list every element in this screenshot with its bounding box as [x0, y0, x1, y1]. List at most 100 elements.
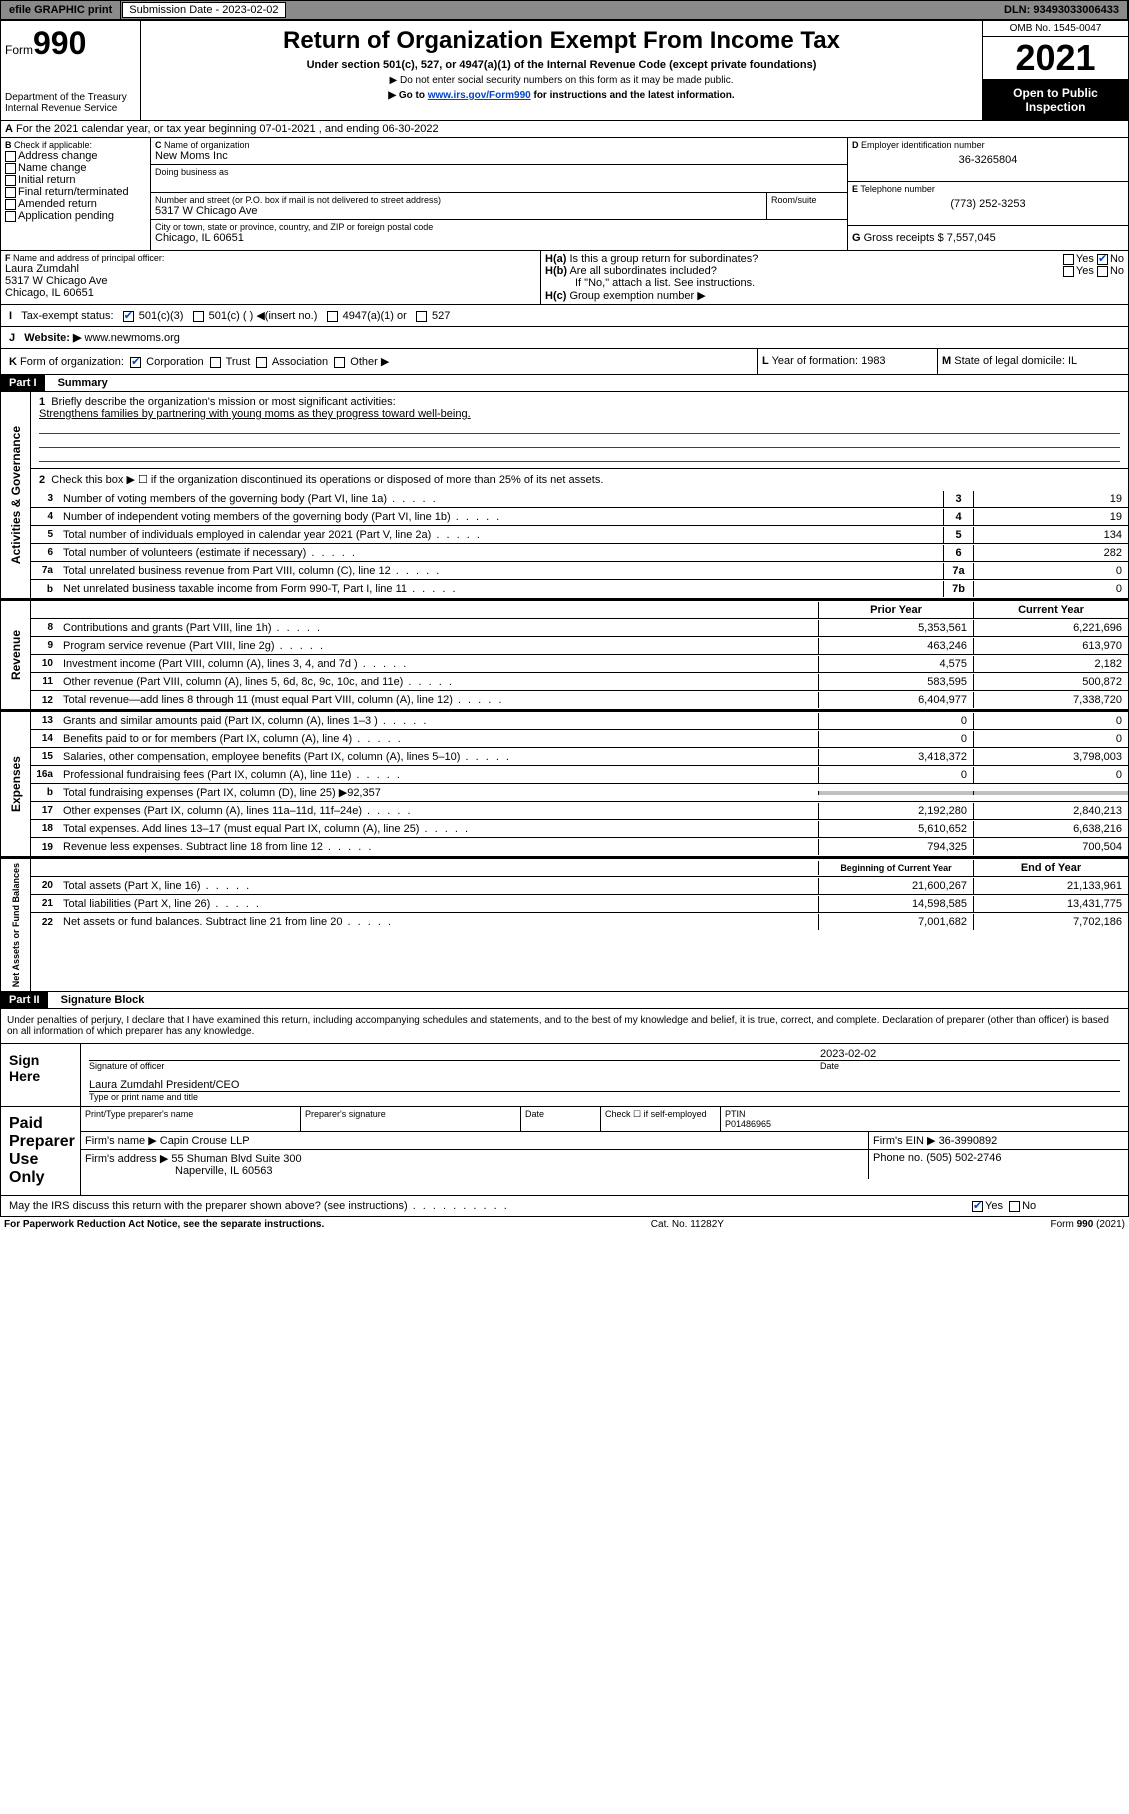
discuss-yes[interactable]	[972, 1201, 983, 1212]
net-assets-section: Net Assets or Fund Balances Beginning of…	[0, 857, 1129, 992]
part2-header: Part II Signature Block	[0, 992, 1129, 1009]
form-subtitle: Under section 501(c), 527, or 4947(a)(1)…	[147, 59, 976, 71]
opt-app-pending[interactable]: Application pending	[5, 210, 146, 222]
city-label: City or town, state or province, country…	[155, 222, 843, 232]
prep-name-label: Print/Type preparer's name	[81, 1107, 301, 1131]
governance-label: Activities & Governance	[7, 422, 25, 568]
form-note-2: ▶ Go to www.irs.gov/Form990 for instruct…	[147, 90, 976, 101]
form-title: Return of Organization Exempt From Incom…	[147, 27, 976, 55]
net-line-22: 22 Net assets or fund balances. Subtract…	[31, 913, 1128, 931]
addr-label: Number and street (or P.O. box if mail i…	[155, 195, 762, 205]
opt-address-change[interactable]: Address change	[5, 150, 146, 162]
footer-center: Cat. No. 11282Y	[651, 1219, 724, 1230]
tax-year: 2021	[983, 37, 1128, 80]
group-exemption-label: Group exemption number ▶	[569, 290, 705, 302]
mission-text: Strengthens families by partnering with …	[39, 408, 1120, 420]
officer-label: Name and address of principal officer:	[13, 253, 164, 263]
opt-initial-return[interactable]: Initial return	[5, 174, 146, 186]
phone-label: Telephone number	[860, 184, 935, 194]
sig-name-label: Type or print name and title	[89, 1091, 1120, 1102]
form-org-row: K Form of organization: Corporation Trus…	[0, 349, 1129, 375]
year-formed-label: Year of formation:	[772, 355, 858, 367]
prep-phone: (505) 502-2746	[926, 1152, 1001, 1164]
ein-label: Employer identification number	[861, 140, 985, 150]
exp-line-15: 15 Salaries, other compensation, employe…	[31, 748, 1128, 766]
tax-period: For the 2021 calendar year, or tax year …	[16, 123, 439, 135]
check-applicable-label: Check if applicable:	[14, 140, 92, 150]
firm-addr2: Naperville, IL 60563	[85, 1165, 272, 1177]
opt-name-change[interactable]: Name change	[5, 162, 146, 174]
hb-no[interactable]	[1097, 266, 1108, 277]
officer-name: Laura Zumdahl	[5, 263, 536, 275]
part2-title: Signature Block	[51, 994, 145, 1006]
paid-preparer-label: Paid Preparer Use Only	[1, 1107, 81, 1195]
declaration: Under penalties of perjury, I declare th…	[0, 1009, 1129, 1044]
dept-treasury: Department of the Treasury	[5, 92, 136, 103]
room-label: Room/suite	[771, 195, 843, 205]
ha-no[interactable]	[1097, 254, 1108, 265]
opt-amended[interactable]: Amended return	[5, 198, 146, 210]
col-beginning: Beginning of Current Year	[818, 861, 973, 875]
subordinates-label: Are all subordinates included?	[569, 265, 716, 277]
firm-ein: 36-3990892	[939, 1135, 998, 1147]
chk-4947[interactable]	[327, 311, 338, 322]
net-line-21: 21 Total liabilities (Part X, line 26) 1…	[31, 895, 1128, 913]
officer-addr1: 5317 W Chicago Ave	[5, 275, 536, 287]
gov-line-3: 3 Number of voting members of the govern…	[31, 490, 1128, 508]
ha-yes[interactable]	[1063, 254, 1074, 265]
gov-line-b: b Net unrelated business taxable income …	[31, 580, 1128, 598]
omb-number: OMB No. 1545-0047	[983, 21, 1128, 37]
col-prior: Prior Year	[818, 602, 973, 618]
footer: For Paperwork Reduction Act Notice, see …	[0, 1217, 1129, 1232]
ein-value: 36-3265804	[852, 154, 1124, 166]
sig-officer-label: Signature of officer	[89, 1061, 820, 1071]
exp-line-13: 13 Grants and similar amounts paid (Part…	[31, 712, 1128, 730]
dln: DLN: 93493033006433	[996, 1, 1128, 19]
sig-name: Laura Zumdahl President/CEO	[89, 1079, 1120, 1091]
officer-addr2: Chicago, IL 60651	[5, 287, 536, 299]
rev-line-10: 10 Investment income (Part VIII, column …	[31, 655, 1128, 673]
form990-link[interactable]: www.irs.gov/Form990	[428, 90, 531, 101]
revenue-label: Revenue	[7, 626, 25, 684]
chk-assoc[interactable]	[256, 357, 267, 368]
sig-date: 2023-02-02	[820, 1048, 1120, 1060]
chk-527[interactable]	[416, 311, 427, 322]
org-name: New Moms Inc	[155, 150, 843, 162]
opt-final-return[interactable]: Final return/terminated	[5, 186, 146, 198]
net-assets-label: Net Assets or Fund Balances	[9, 859, 23, 991]
gross-value: 7,557,045	[947, 232, 996, 244]
part1-header: Part I Summary	[0, 375, 1129, 392]
part1-label: Part I	[1, 375, 45, 391]
firm-ein-label: Firm's EIN ▶	[873, 1135, 936, 1147]
chk-501c3[interactable]	[123, 311, 134, 322]
gross-label: Gross receipts $	[864, 232, 944, 244]
prep-check: Check ☐ if self-employed	[601, 1107, 721, 1131]
hb-yes[interactable]	[1063, 266, 1074, 277]
firm-name-label: Firm's name ▶	[85, 1135, 157, 1147]
gov-line-4: 4 Number of independent voting members o…	[31, 508, 1128, 526]
form-number: Form990	[5, 25, 136, 62]
exp-line-b: b Total fundraising expenses (Part IX, c…	[31, 784, 1128, 802]
col-current: Current Year	[973, 602, 1128, 618]
chk-501c[interactable]	[193, 311, 204, 322]
org-address: 5317 W Chicago Ave	[155, 205, 762, 217]
exp-line-14: 14 Benefits paid to or for members (Part…	[31, 730, 1128, 748]
sign-here-label: Sign Here	[1, 1044, 81, 1106]
open-inspection: Open to Public Inspection	[983, 80, 1128, 120]
chk-corp[interactable]	[130, 357, 141, 368]
period-row: A For the 2021 calendar year, or tax yea…	[0, 121, 1129, 138]
rev-line-11: 11 Other revenue (Part VIII, column (A),…	[31, 673, 1128, 691]
firm-addr-label: Firm's address ▶	[85, 1153, 168, 1165]
attach-note: If "No," attach a list. See instructions…	[545, 277, 1124, 289]
line2-text: Check this box ▶ ☐ if the organization d…	[51, 474, 603, 486]
chk-trust[interactable]	[210, 357, 221, 368]
prep-date-label: Date	[521, 1107, 601, 1131]
website-label: Website: ▶	[24, 332, 81, 344]
mission-label: Briefly describe the organization's miss…	[51, 396, 395, 408]
chk-other[interactable]	[334, 357, 345, 368]
expenses-label: Expenses	[7, 752, 25, 816]
phone-value: (773) 252-3253	[852, 198, 1124, 210]
form-note-1: ▶ Do not enter social security numbers o…	[147, 75, 976, 86]
discuss-no[interactable]	[1009, 1201, 1020, 1212]
exp-line-16a: 16a Professional fundraising fees (Part …	[31, 766, 1128, 784]
